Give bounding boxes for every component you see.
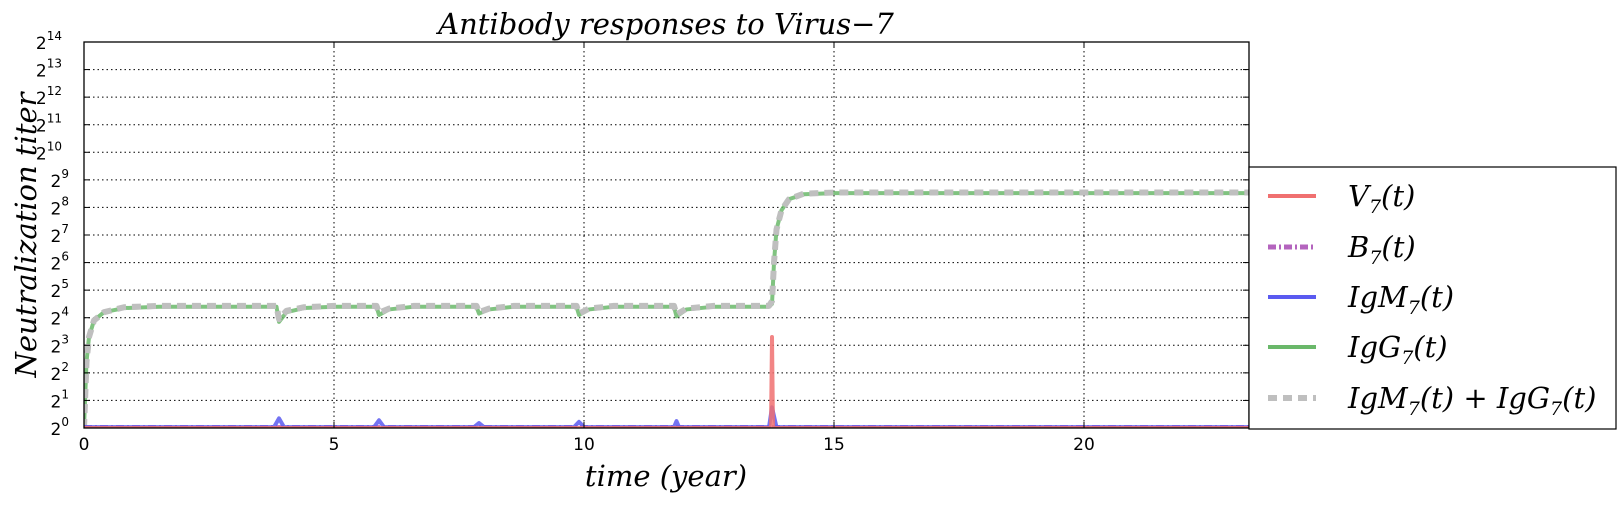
y-tick-label: 22 [51, 360, 69, 385]
legend-label-4: IgM7(t) + IgG7(t) [1347, 381, 1596, 420]
legend-label-sub: 7 [1401, 347, 1414, 369]
y-tick-exponent: 3 [61, 332, 69, 346]
x-tick-label: 20 [1073, 435, 1095, 455]
y-tick-exponent: 7 [61, 222, 69, 236]
x-axis-ticks: 0 5 10 15 20 [79, 42, 1095, 455]
legend-label-tail: (t) [1562, 381, 1596, 415]
y-tick-exponent: 2 [61, 360, 69, 374]
y-tick-label: 27 [51, 222, 69, 247]
y-tick-base: 2 [51, 227, 62, 247]
y-tick-base: 2 [51, 199, 62, 219]
chart-title: Antibody responses to Virus−7 [435, 7, 894, 41]
y-tick-base: 2 [36, 144, 47, 164]
series-line-3 [84, 191, 1249, 428]
y-tick-exponent: 9 [61, 167, 69, 181]
legend-label-tail: (t) + [1420, 381, 1497, 415]
y-tick-label: 213 [36, 57, 62, 82]
legend-label-tail: (t) [1381, 230, 1415, 264]
y-tick-base: 2 [51, 420, 62, 440]
y-tick-exponent: 11 [47, 112, 62, 126]
series-lines [84, 189, 1249, 428]
y-tick-base: 2 [36, 89, 47, 109]
y-tick-exponent: 5 [61, 277, 69, 291]
y-tick-exponent: 12 [47, 84, 62, 98]
legend-label-sub: 7 [1408, 297, 1421, 319]
grid-lines [84, 42, 1249, 428]
x-tick-label: 10 [573, 435, 595, 455]
series-line-4 [84, 189, 1249, 428]
x-axis-label: time (year) [585, 459, 747, 493]
x-tick-label: 5 [329, 435, 340, 455]
y-tick-exponent: 13 [47, 57, 62, 71]
legend-label-main: IgG [1496, 381, 1550, 415]
y-tick-label: 24 [51, 305, 69, 330]
y-tick-base: 2 [36, 62, 47, 82]
y-tick-exponent: 1 [61, 387, 69, 401]
y-tick-base: 2 [51, 255, 62, 275]
legend-label-main: V [1348, 179, 1372, 213]
legend-label-1: B7(t) [1347, 230, 1416, 269]
y-tick-label: 20 [51, 415, 69, 440]
y-tick-label: 211 [36, 112, 62, 137]
legend-label-0: V7(t) [1348, 179, 1415, 218]
y-tick-exponent: 8 [61, 194, 69, 208]
x-tick-label: 15 [823, 435, 845, 455]
legend-label-tail: (t) [1420, 280, 1454, 314]
legend-label-2: IgM7(t) [1347, 280, 1454, 319]
y-tick-label: 28 [51, 194, 69, 219]
y-tick-label: 25 [51, 277, 69, 302]
y-tick-label: 23 [51, 332, 69, 357]
x-tick-label: 0 [79, 435, 90, 455]
legend-label-sub: 7 [1408, 398, 1421, 420]
series-line-2 [84, 405, 1249, 428]
y-tick-base: 2 [51, 282, 62, 302]
legend-label-tail: (t) [1413, 330, 1447, 364]
y-tick-base: 2 [51, 392, 62, 412]
series-line-0 [84, 335, 1249, 428]
legend-label-sub: 7 [1369, 196, 1382, 218]
y-tick-base: 2 [51, 310, 62, 330]
y-tick-exponent: 4 [61, 305, 69, 319]
y-tick-label: 26 [51, 250, 69, 275]
y-tick-label: 212 [36, 84, 62, 109]
legend-label-main: IgM [1347, 280, 1409, 314]
legend: V7(t)B7(t)IgM7(t)IgG7(t)IgM7(t) + IgG7(t… [1248, 166, 1617, 430]
legend-label-3: IgG7(t) [1347, 330, 1448, 369]
y-tick-exponent: 0 [61, 415, 69, 429]
y-tick-exponent: 10 [47, 139, 62, 153]
legend-label-main: IgM [1347, 381, 1409, 415]
y-tick-base: 2 [51, 172, 62, 192]
y-tick-label: 214 [36, 29, 62, 54]
y-tick-label: 29 [51, 167, 69, 192]
y-tick-base: 2 [36, 117, 47, 137]
legend-label-main: B [1347, 230, 1369, 264]
y-tick-exponent: 14 [47, 29, 62, 43]
y-tick-exponent: 6 [61, 250, 69, 264]
legend-label-main: IgG [1347, 330, 1401, 364]
legend-label-tail: (t) [1381, 179, 1415, 213]
legend-label-sub: 7 [1369, 247, 1382, 269]
y-tick-label: 21 [51, 387, 69, 412]
y-tick-base: 2 [36, 34, 47, 54]
y-tick-base: 2 [51, 337, 62, 357]
y-axis-label: Neutralization titer [9, 90, 43, 378]
legend-label-sub: 7 [1550, 398, 1563, 420]
y-tick-base: 2 [51, 365, 62, 385]
y-tick-label: 210 [36, 139, 62, 164]
